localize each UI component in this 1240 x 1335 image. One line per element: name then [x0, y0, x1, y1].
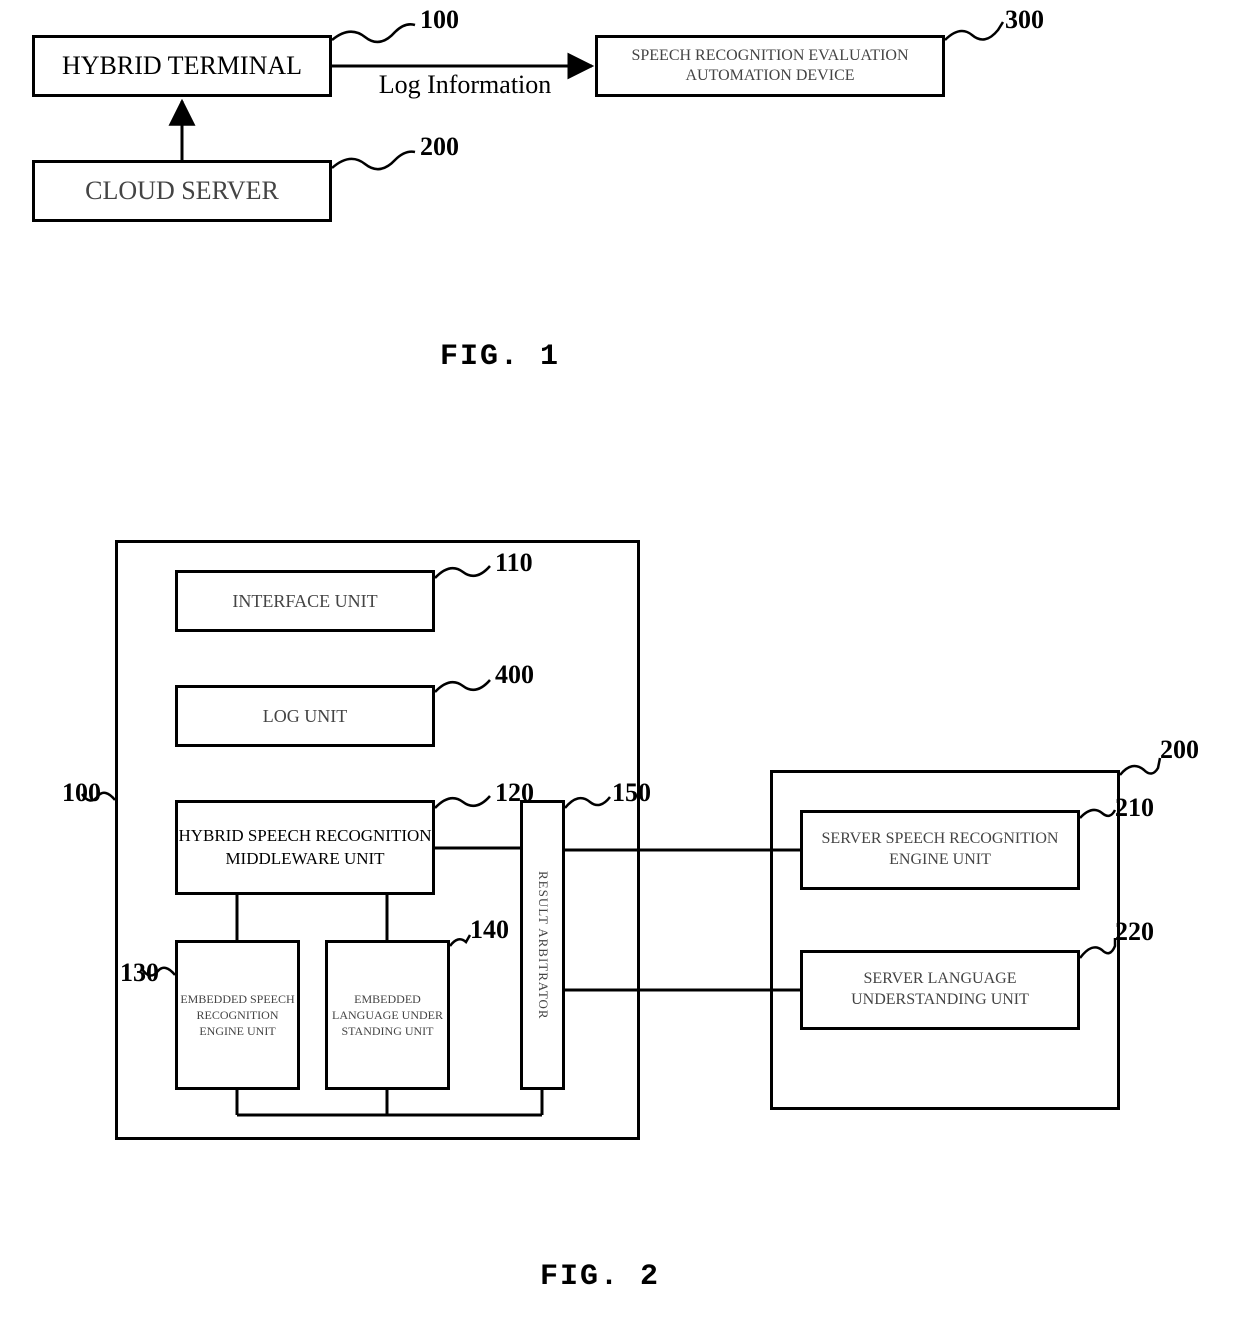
fig2-server-sr-box: SERVER SPEECH RECOGNITION ENGINE UNIT [800, 810, 1080, 890]
fig2-middleware-label: HYBRID SPEECH RECOGNITION MIDDLEWARE UNI… [178, 825, 432, 869]
fig1-ref-200: 200 [420, 132, 459, 162]
fig1-ref-100: 100 [420, 5, 459, 35]
fig1-hybrid-terminal-box: HYBRID TERMINAL [32, 35, 332, 97]
fig2-ref-right-200: 200 [1160, 735, 1199, 765]
fig2-ref-210: 210 [1115, 793, 1154, 823]
fig2-embedded-sr-box: EMBEDDED SPEECH RECOGNITION ENGINE UNIT [175, 940, 300, 1090]
fig2-ref-120: 120 [495, 778, 534, 808]
fig2-ref-130: 130 [120, 958, 159, 988]
fig2-interface-unit-box: INTERFACE UNIT [175, 570, 435, 632]
canvas: HYBRID TERMINAL CLOUD SERVER SPEECH RECO… [0, 0, 1240, 1335]
fig1-cloud-server-box: CLOUD SERVER [32, 160, 332, 222]
fig2-arbitrator-label: RESULT ARBITRATOR [535, 871, 550, 1020]
fig2-ref-110: 110 [495, 548, 533, 578]
fig2-embedded-lu-box: EMBEDDED LANGUAGE UNDER STANDING UNIT [325, 940, 450, 1090]
fig2-server-lu-label: SERVER LANGUAGE UNDERSTANDING UNIT [803, 969, 1077, 1011]
fig2-ref-left-100: 100 [62, 778, 101, 808]
fig1-hybrid-terminal-label: HYBRID TERMINAL [62, 51, 302, 81]
fig2-server-sr-label: SERVER SPEECH RECOGNITION ENGINE UNIT [803, 829, 1077, 871]
fig1-sre-device-box: SPEECH RECOGNITION EVALUATION AUTOMATION… [595, 35, 945, 97]
fig2-ref-400: 400 [495, 660, 534, 690]
fig2-ref-220: 220 [1115, 917, 1154, 947]
fig1-caption: FIG. 1 [440, 340, 560, 374]
fig2-log-unit-label: LOG UNIT [263, 706, 347, 727]
fig1-sre-device-label: SPEECH RECOGNITION EVALUATION AUTOMATION… [598, 46, 942, 86]
fig2-server-lu-box: SERVER LANGUAGE UNDERSTANDING UNIT [800, 950, 1080, 1030]
fig2-ref-140: 140 [470, 915, 509, 945]
fig2-embedded-sr-label: EMBEDDED SPEECH RECOGNITION ENGINE UNIT [178, 991, 297, 1040]
fig2-interface-unit-label: INTERFACE UNIT [232, 591, 377, 612]
fig2-caption: FIG. 2 [540, 1260, 660, 1294]
fig2-ref-150: 150 [612, 778, 651, 808]
fig1-edge-label: Log Information [345, 70, 585, 100]
fig2-arbitrator-box: RESULT ARBITRATOR [520, 800, 565, 1090]
fig2-embedded-lu-label: EMBEDDED LANGUAGE UNDER STANDING UNIT [328, 991, 447, 1040]
fig1-cloud-server-label: CLOUD SERVER [85, 176, 279, 206]
fig2-middleware-box: HYBRID SPEECH RECOGNITION MIDDLEWARE UNI… [175, 800, 435, 895]
fig1-ref-300: 300 [1005, 5, 1044, 35]
fig2-log-unit-box: LOG UNIT [175, 685, 435, 747]
